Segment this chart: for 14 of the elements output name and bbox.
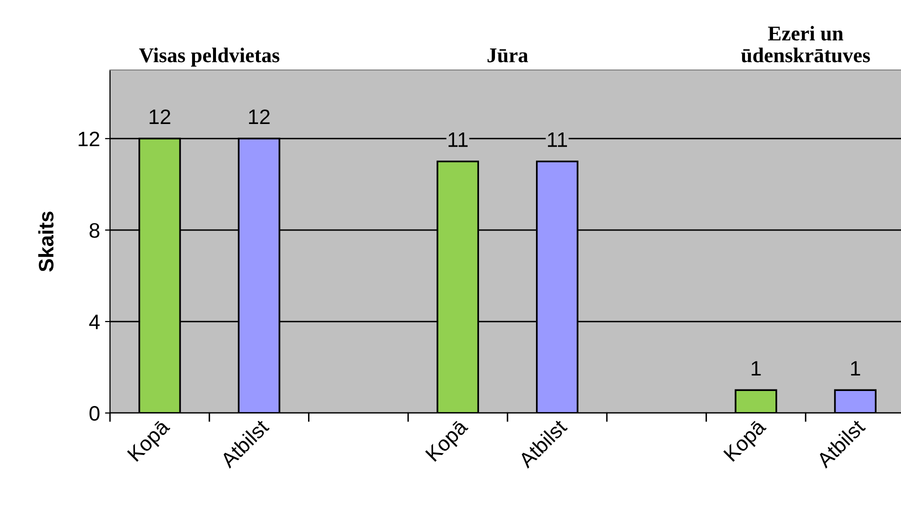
y-tick-label: 12 [78, 132, 100, 146]
y-tick-label: 4 [89, 314, 100, 330]
y-tick-label: 0 [90, 406, 100, 421]
data-label: 11 [548, 132, 567, 147]
text: Jūra [488, 48, 528, 62]
y-axis-title: Skaits [38, 212, 54, 272]
data-label: 1 [851, 361, 860, 376]
y-tick-label: 8 [90, 223, 100, 238]
text: Visas peldvietas [139, 48, 280, 67]
data-label: 12 [150, 109, 170, 124]
text: Ezeri un ūdenskrātuves [741, 26, 870, 62]
data-label: 11 [448, 132, 468, 147]
data-label: 1 [752, 361, 761, 376]
data-label: 12 [249, 109, 270, 124]
